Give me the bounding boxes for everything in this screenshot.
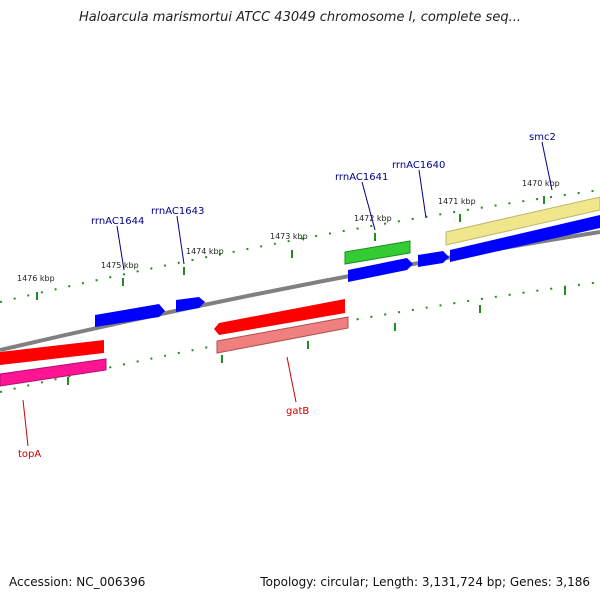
map-title: Haloarcula marismortui ATCC 43049 chromo… [79,10,521,25]
scale-label-1475: 1475 kbp [101,261,139,270]
smc2-gene-bar [445,196,600,246]
scale-label-1470: 1470 kbp [522,179,560,188]
gene-label-topA[interactable]: topA [18,449,41,460]
forward-features [95,196,600,327]
gene-label-rrnAC1644[interactable]: rrnAC1644 [91,216,144,227]
topA-misc-bar [0,358,107,387]
topA-cds-bar [0,340,104,365]
accession-text: Accession: NC_006396 [9,575,146,589]
reverse-features [0,299,349,387]
rrnAC1641-cds-arrow [348,258,413,282]
gatB-gene-bar [216,316,349,354]
rrnAC1643-cds-arrow [176,297,205,312]
gene-label-rrnAC1643[interactable]: rrnAC1643 [151,206,204,217]
gene-label-smc2[interactable]: smc2 [529,132,556,143]
scale-label-1474: 1474 kbp [186,247,224,256]
outer-major-ticks [36,196,545,300]
scale-label-1476: 1476 kbp [17,274,55,283]
rrnAC1640-cds-arrow [418,251,449,267]
rrnAC1641-rrna-bar [344,240,411,265]
gene-label-rrnAC1641[interactable]: rrnAC1641 [335,172,388,183]
gatB-cds-arrow [214,299,345,335]
gene-label-rrnAC1640[interactable]: rrnAC1640 [392,160,445,171]
scale-label-1471: 1471 kbp [438,197,476,206]
label-leaders [22,141,553,447]
rrnAC1644-cds-arrow [95,304,165,327]
summary-text: Topology: circular; Length: 3,131,724 bp… [260,575,590,589]
gene-label-gatB[interactable]: gatB [286,406,309,417]
scale-label-1472: 1472 kbp [354,214,392,223]
smc2-cds-bar [450,215,600,262]
scale-label-1473: 1473 kbp [270,232,308,241]
inner-major-ticks [67,287,566,385]
